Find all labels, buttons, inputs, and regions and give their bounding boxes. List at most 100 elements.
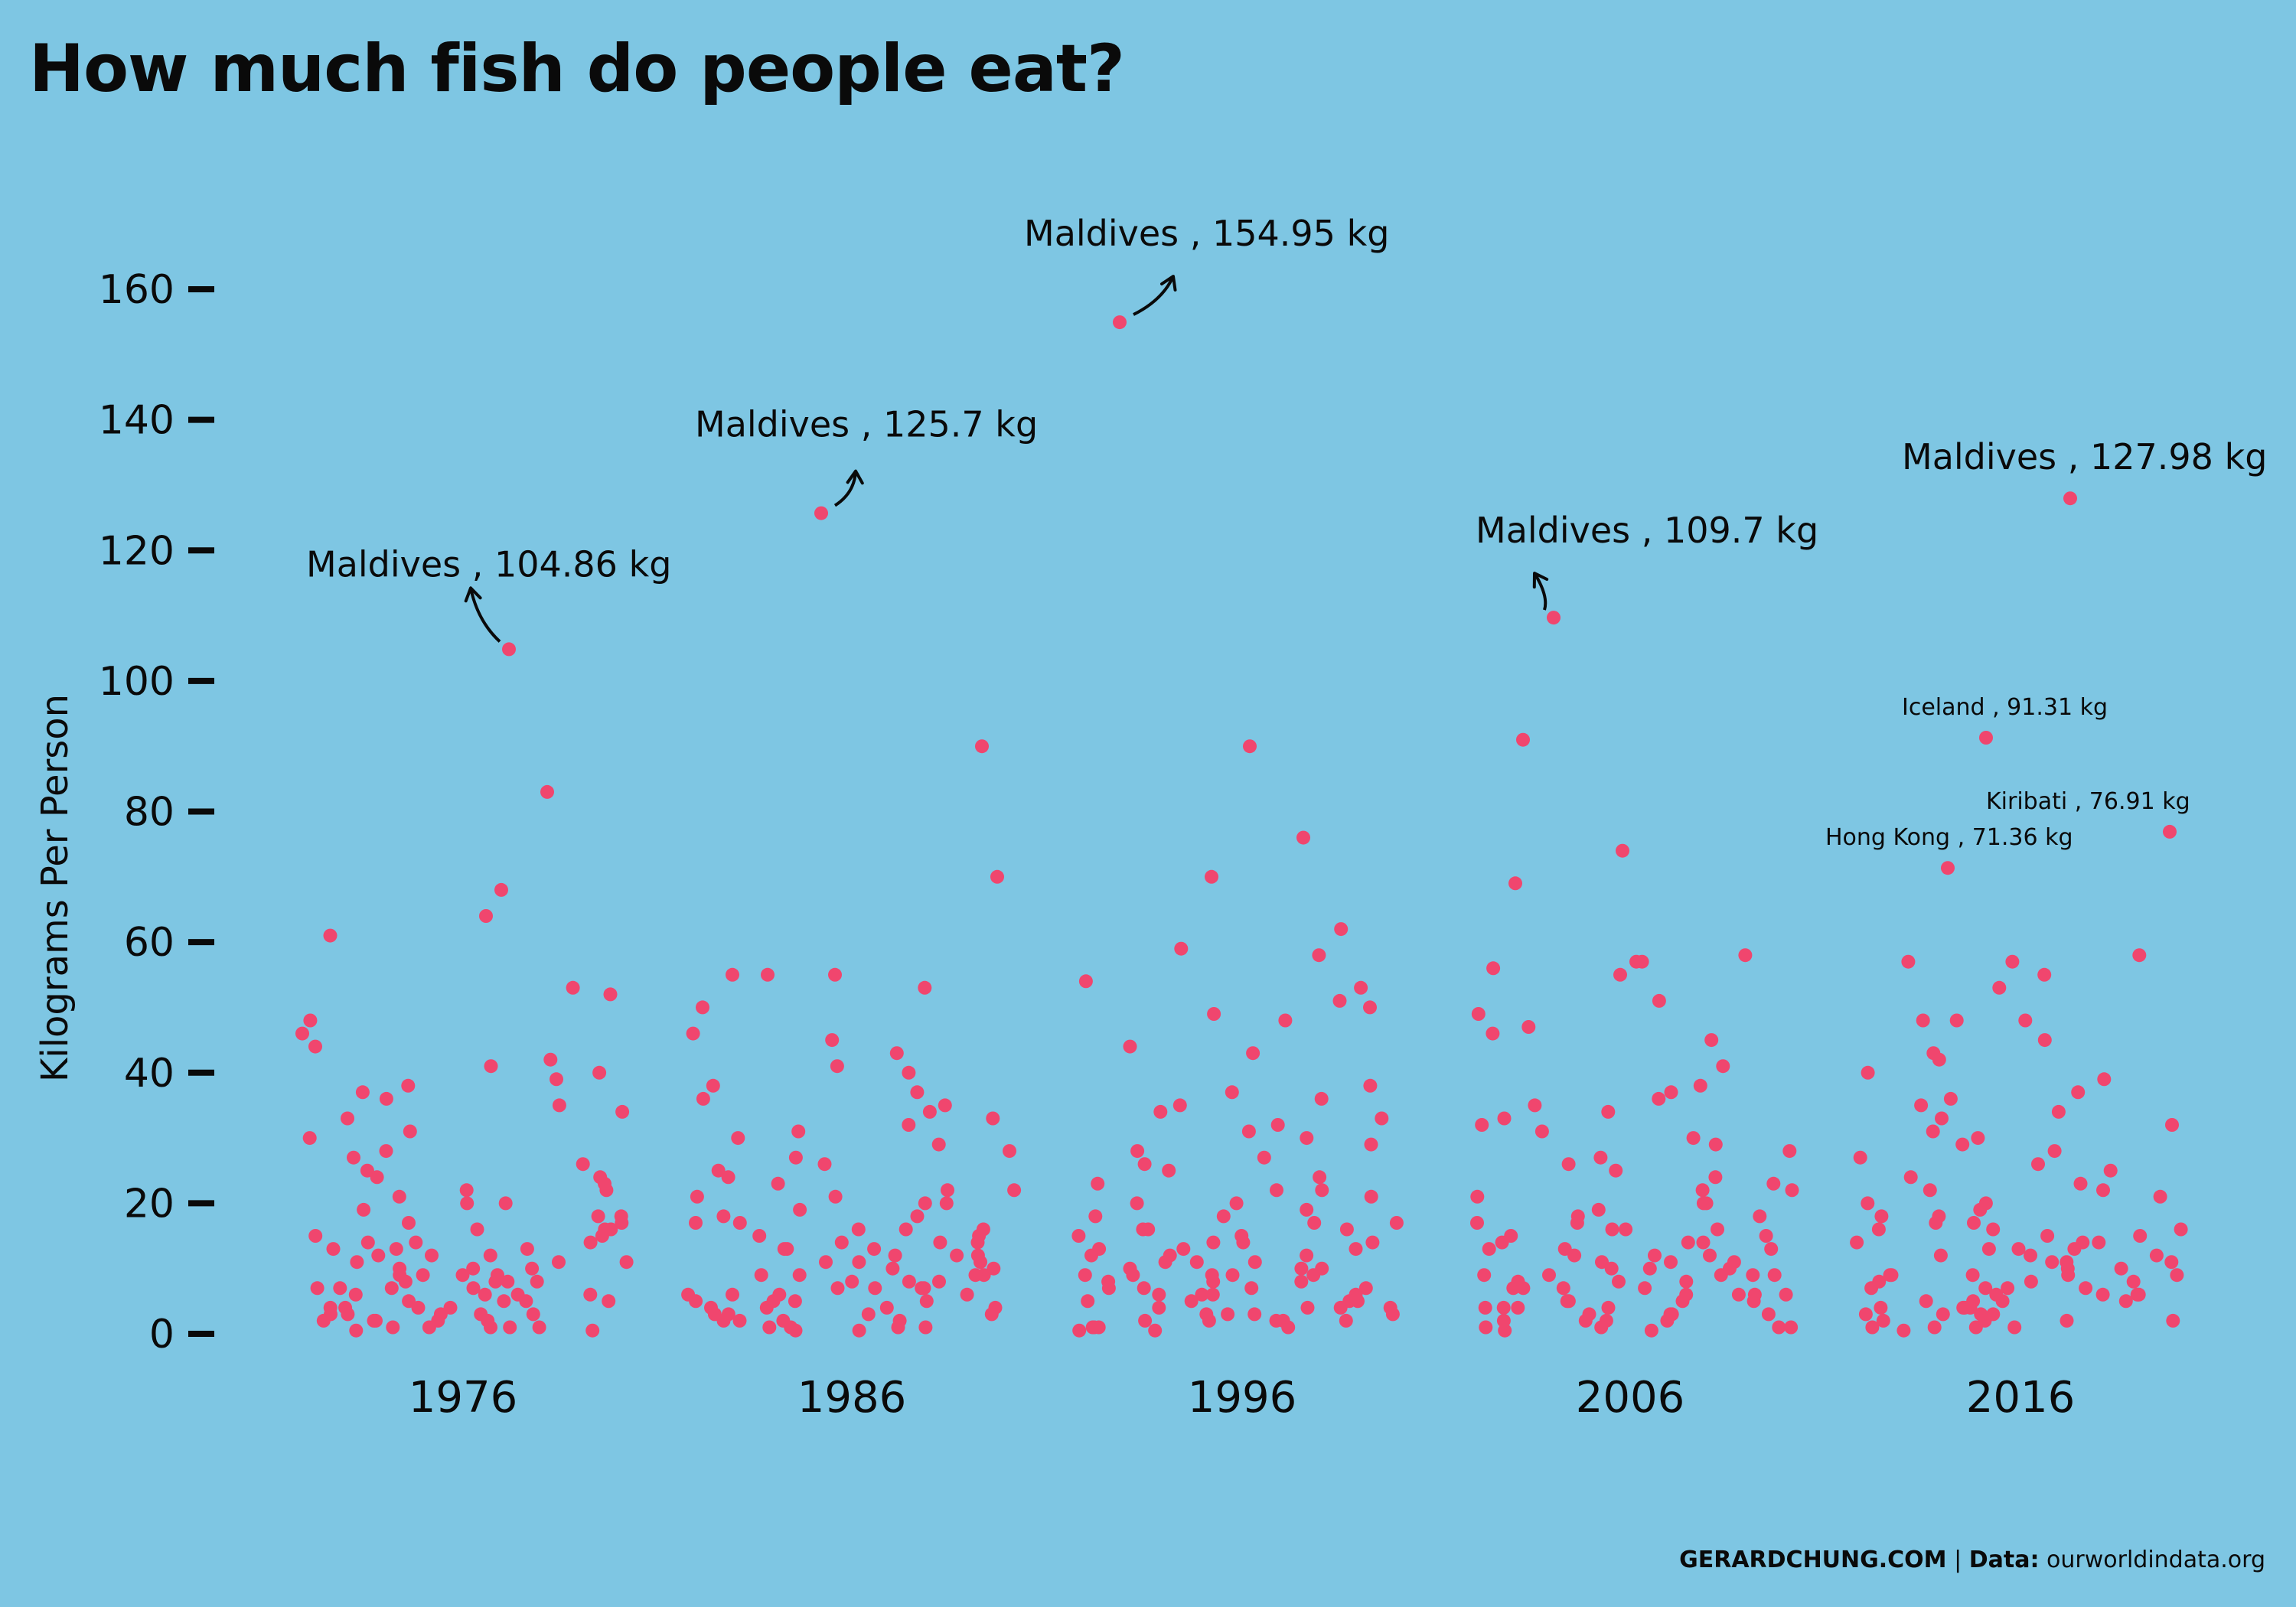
data-point — [762, 1320, 777, 1335]
data-point — [2103, 1163, 2118, 1178]
data-point — [868, 1281, 882, 1296]
data-point — [1257, 1150, 1271, 1165]
data-point — [483, 1248, 497, 1263]
data-point — [1761, 1307, 1776, 1322]
data-point — [918, 1196, 932, 1211]
data-point — [1354, 980, 1368, 995]
data-point — [910, 1209, 925, 1224]
data-point — [1496, 1300, 1511, 1315]
data-point — [1919, 1294, 1933, 1309]
scatter-points — [295, 315, 2188, 1338]
data-point — [987, 1261, 1001, 1276]
data-point — [1471, 1007, 1486, 1021]
data-point — [488, 1274, 503, 1289]
footer-separator: | — [1954, 1547, 1962, 1573]
data-point — [614, 1209, 628, 1224]
data-point — [1247, 1255, 1262, 1270]
x-category-label: 1986 — [797, 1373, 907, 1423]
data-point — [941, 1183, 954, 1198]
footer-source[interactable]: ourworldindata.org — [2047, 1547, 2265, 1573]
data-point — [2095, 1287, 2110, 1302]
data-point — [732, 1216, 747, 1230]
data-point — [984, 1307, 999, 1322]
data-point — [1570, 1209, 1585, 1224]
data-point — [861, 1307, 876, 1322]
data-point — [479, 909, 493, 923]
footer-brand[interactable]: GERARDCHUNG.COM — [1679, 1547, 1947, 1573]
data-point — [484, 1059, 498, 1074]
data-point — [1300, 1248, 1314, 1263]
data-point — [1176, 1242, 1191, 1257]
data-point — [1936, 1307, 1950, 1322]
data-point — [1616, 843, 1629, 858]
data-point — [1865, 1320, 1880, 1335]
data-point — [1686, 1131, 1701, 1146]
annotation-arrowhead — [1160, 275, 1177, 292]
data-point — [1088, 1209, 1103, 1224]
data-point — [1072, 1323, 1087, 1338]
data-point — [2114, 1261, 2128, 1276]
data-point — [731, 1131, 745, 1146]
data-point — [1704, 1033, 1719, 1048]
data-point — [1992, 980, 2007, 995]
data-point — [777, 1242, 791, 1257]
data-point — [834, 1235, 849, 1250]
data-point — [1364, 1137, 1378, 1152]
data-point — [1246, 1046, 1261, 1061]
data-point — [1225, 1085, 1239, 1100]
data-point — [726, 967, 739, 982]
data-point — [333, 1281, 347, 1296]
data-point — [2092, 1235, 2106, 1250]
data-point — [968, 1268, 983, 1283]
data-point — [754, 1268, 768, 1283]
data-point — [788, 1294, 802, 1309]
data-point — [1363, 1000, 1377, 1015]
data-point — [1184, 1294, 1199, 1309]
data-point — [819, 1255, 833, 1270]
data-point — [348, 1287, 363, 1302]
data-point — [817, 1157, 832, 1172]
data-point — [1933, 1248, 1948, 1263]
data-point — [852, 1323, 866, 1338]
data-point — [455, 1268, 470, 1283]
data-point — [460, 1196, 475, 1211]
data-point — [552, 1098, 566, 1113]
data-point — [2024, 1274, 2038, 1289]
data-point — [379, 1144, 393, 1159]
data-point — [1696, 1235, 1711, 1250]
data-point — [1334, 922, 1349, 937]
data-point — [1152, 1300, 1166, 1315]
annotation-arrow — [833, 471, 857, 507]
data-point — [466, 1261, 481, 1276]
data-point — [918, 980, 932, 995]
data-point — [1477, 1268, 1492, 1283]
data-point — [1764, 1242, 1779, 1257]
data-point — [852, 1255, 866, 1270]
data-point — [888, 1248, 902, 1263]
x-axis-category-labels: 1976 1986 1996 2006 2016 — [409, 1373, 2076, 1423]
data-point — [1278, 1013, 1293, 1028]
data-point — [1927, 1320, 1942, 1335]
data-point — [1314, 1091, 1329, 1106]
data-point — [1681, 1235, 1695, 1250]
data-point — [1241, 1124, 1256, 1139]
data-point — [2170, 1268, 2184, 1283]
data-point — [696, 1000, 709, 1015]
data-point — [2067, 1242, 2082, 1257]
data-point — [1874, 1209, 1889, 1224]
data-point — [2047, 1144, 2062, 1159]
data-point — [1078, 1268, 1092, 1283]
data-point — [1978, 1281, 1993, 1296]
annotation-label: Maldives , 109.7 kg — [1476, 510, 1818, 551]
data-point — [392, 1189, 406, 1204]
data-point — [830, 1059, 844, 1074]
data-point — [938, 1098, 952, 1113]
data-point — [552, 1255, 566, 1270]
data-point — [1516, 1281, 1531, 1296]
data-point — [494, 882, 508, 897]
annotation-arrow — [469, 587, 501, 643]
data-point — [341, 1307, 355, 1322]
data-point — [917, 1281, 931, 1296]
data-point — [1557, 1242, 1572, 1257]
data-point — [1092, 1242, 1107, 1257]
